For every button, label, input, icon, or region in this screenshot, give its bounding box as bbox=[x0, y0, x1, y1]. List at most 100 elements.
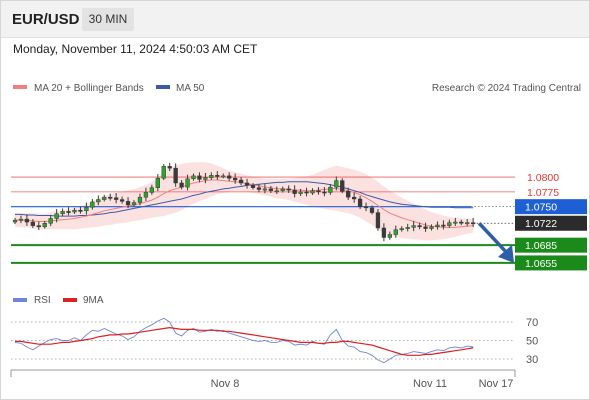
rsi-ma-swatch bbox=[63, 298, 77, 302]
ma50-legend-label: MA 50 bbox=[176, 83, 205, 94]
ma20-swatch bbox=[13, 85, 27, 89]
bullish-candle bbox=[334, 180, 339, 188]
bullish-candle bbox=[102, 196, 107, 200]
bearish-candle bbox=[417, 225, 422, 228]
resistance-label: 1.0775 bbox=[527, 187, 559, 199]
bearish-candle bbox=[30, 221, 36, 226]
bollinger-band-layer bbox=[15, 162, 474, 241]
bullish-candle bbox=[161, 166, 166, 179]
bullish-candle bbox=[435, 224, 440, 228]
bollinger-band bbox=[15, 162, 474, 241]
last-price-label: 1.0722 bbox=[525, 218, 557, 230]
moving-average-layer bbox=[14, 179, 474, 228]
timeframe-button[interactable]: 30 MIN bbox=[82, 8, 134, 31]
support-label-box bbox=[515, 237, 587, 253]
x-tick-label: Nov 11 bbox=[413, 378, 447, 390]
candlestick-layer bbox=[12, 162, 476, 242]
bearish-candle bbox=[227, 175, 232, 179]
bearish-candle bbox=[375, 212, 381, 229]
bullish-candle bbox=[429, 226, 434, 229]
bullish-candle bbox=[209, 175, 214, 178]
bullish-candle bbox=[399, 228, 404, 231]
bullish-candle bbox=[18, 218, 24, 221]
bullish-candle bbox=[262, 188, 268, 191]
resistance-label: 1.0800 bbox=[527, 172, 559, 184]
bullish-candle bbox=[465, 222, 470, 225]
bearish-candle bbox=[108, 196, 113, 199]
bullish-candle bbox=[42, 222, 47, 228]
bullish-candle bbox=[48, 218, 53, 224]
bullish-candle bbox=[221, 175, 226, 178]
bearish-candle bbox=[244, 182, 250, 186]
bullish-candle bbox=[72, 209, 77, 213]
bearish-candle bbox=[24, 218, 30, 223]
bearish-candle bbox=[125, 201, 131, 206]
bearish-candle bbox=[292, 189, 297, 194]
x-tick-label: Nov 8 bbox=[211, 378, 240, 390]
bullish-candle bbox=[411, 225, 416, 228]
bearish-candle bbox=[363, 206, 369, 209]
bullish-candle bbox=[84, 207, 89, 212]
symbol-title: EUR/USD bbox=[12, 11, 80, 28]
rsi-tick-label: 50 bbox=[526, 336, 538, 348]
support-label: 1.0655 bbox=[525, 258, 557, 270]
bearish-candle bbox=[286, 188, 291, 191]
x-axis: Nov 8 Nov 11 Nov 17 bbox=[10, 369, 516, 390]
bullish-candle bbox=[387, 234, 393, 238]
bearish-candle bbox=[66, 211, 71, 213]
rsi-legend: RSI 9MA bbox=[13, 295, 104, 306]
rsi-swatch bbox=[13, 298, 27, 302]
bearish-candle bbox=[459, 221, 464, 224]
bearish-candle bbox=[179, 182, 184, 188]
bearish-candle bbox=[256, 187, 262, 190]
chart-header: EUR/USD 30 MIN bbox=[1, 1, 589, 38]
support-label-box bbox=[515, 255, 587, 271]
bullish-candle bbox=[96, 199, 101, 203]
bearish-candle bbox=[78, 209, 83, 212]
bullish-candle bbox=[90, 201, 95, 208]
ma50-swatch bbox=[156, 85, 170, 89]
bullish-candle bbox=[453, 221, 458, 224]
rsi-legend-label: RSI bbox=[34, 295, 51, 306]
bearish-candle bbox=[471, 222, 476, 225]
rsi-ma-line bbox=[15, 326, 474, 356]
bullish-candle bbox=[12, 220, 18, 223]
bearish-candle bbox=[441, 224, 446, 227]
price-level-lines bbox=[11, 176, 515, 264]
forecast-arrow-shaft bbox=[477, 222, 509, 255]
bearish-candle bbox=[340, 180, 345, 192]
bearish-candle bbox=[322, 191, 327, 194]
bullish-candle bbox=[280, 188, 285, 191]
bearish-candle bbox=[316, 190, 321, 193]
price-level-labels: 1.0800 1.0775 1.0750 1.0722 1.0685 1.0655 bbox=[515, 172, 587, 271]
bearish-candle bbox=[238, 179, 244, 184]
copyright-text: Research © 2024 Trading Central bbox=[432, 83, 581, 94]
bullish-candle bbox=[191, 175, 196, 180]
bearish-candle bbox=[268, 188, 274, 191]
bearish-candle bbox=[36, 225, 41, 228]
bearish-candle bbox=[250, 185, 256, 188]
bearish-candle bbox=[215, 175, 220, 177]
chart-datetime: Monday, November 11, 2024 4:50:03 AM CET bbox=[13, 42, 258, 56]
bearish-candle bbox=[346, 191, 351, 198]
bearish-candle bbox=[304, 191, 309, 194]
bearish-candle bbox=[173, 167, 178, 184]
bearish-candle bbox=[369, 207, 375, 213]
rsi-tick-label: 70 bbox=[526, 317, 538, 329]
support-label: 1.0685 bbox=[525, 240, 557, 252]
rsi-panel: 70 50 30 bbox=[11, 317, 538, 366]
forecast-arrow-head bbox=[498, 244, 514, 263]
bullish-candle bbox=[447, 222, 452, 226]
bullish-candle bbox=[393, 229, 398, 235]
pivot-label: 1.0750 bbox=[525, 202, 557, 214]
rsi-line bbox=[14, 317, 474, 364]
bearish-candle bbox=[357, 198, 363, 207]
bearish-candle bbox=[167, 166, 172, 169]
bullish-candle bbox=[203, 177, 208, 180]
bullish-candle bbox=[155, 177, 160, 188]
ma20-legend-label: MA 20 + Bollinger Bands bbox=[34, 83, 144, 94]
price-legend: MA 20 + Bollinger Bands MA 50 Research ©… bbox=[13, 83, 581, 94]
bearish-candle bbox=[197, 175, 202, 180]
bullish-candle bbox=[405, 227, 410, 229]
